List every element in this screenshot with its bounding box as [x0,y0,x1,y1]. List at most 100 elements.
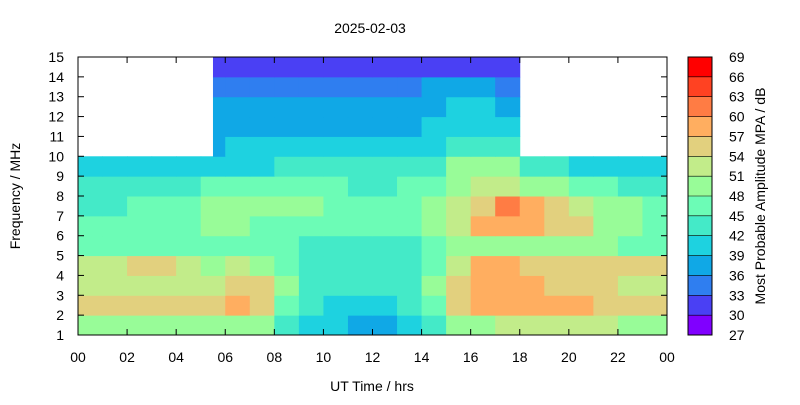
heatmap-cell [470,136,496,157]
heatmap-cell [151,156,177,177]
heatmap-cell [78,275,104,296]
y-axis-label: Frequency / MHz [7,143,23,250]
heatmap-cell [323,176,349,197]
heatmap-cell [347,275,373,296]
heatmap-cell [397,156,423,177]
x-axis-label: UT Time / hrs [330,378,414,394]
heatmap-cell [298,156,324,177]
heatmap-cell [102,176,128,197]
x-tick-label: 10 [316,349,332,365]
heatmap-cell [274,176,300,197]
heatmap-cell [593,315,619,336]
heatmap-cell [176,156,202,177]
heatmap-cell [200,196,226,217]
colorbar-band [688,76,712,98]
heatmap-cell [495,136,521,157]
heatmap-cell [249,136,275,157]
colorbar-band [688,196,712,217]
heatmap-cell [568,315,594,336]
heatmap-cell [298,235,324,257]
heatmap-cell [274,57,300,78]
heatmap-cell [78,215,104,237]
x-tick-label: 04 [168,349,184,365]
heatmap-cell [470,235,496,257]
heatmap-cell [617,235,643,257]
colorbar-band [688,176,712,197]
heatmap-cell [151,275,177,296]
heatmap-cell [372,215,398,237]
heatmap-cell [176,315,202,336]
colorbar-tick-label: 33 [729,287,745,303]
heatmap-cell [151,235,177,257]
heatmap-cell [249,176,275,197]
heatmap-cell [176,255,202,276]
x-tick-label: 06 [217,349,233,365]
heatmap-cell [274,76,300,98]
heatmap-cell [617,215,643,237]
heatmap-cell [225,136,251,157]
heatmap-cell [102,235,128,257]
heatmap-cell [225,57,251,78]
heatmap-cell [593,215,619,237]
colorbar-band [688,136,712,157]
heatmap-cell [274,136,300,157]
heatmap-cell [347,76,373,98]
heatmap-cell [298,275,324,296]
heatmap-cell [151,176,177,197]
heatmap-cell [544,215,570,237]
x-tick-label: 20 [561,349,577,365]
heatmap-cell [421,315,447,336]
heatmap-cell [446,295,472,316]
heatmap-cell [372,235,398,257]
heatmap-cell [176,215,202,237]
heatmap-cell [151,295,177,316]
heatmap-cell [568,295,594,316]
colorbar-ticks: 27 30 33 36 39 42 45 48 51 54 57 60 63 66 69 [688,49,745,343]
x-tick-label: 12 [365,349,381,365]
heatmap-cell [225,215,251,237]
heatmap-cell [347,196,373,217]
heatmap-cell [323,215,349,237]
heatmap-cell [274,156,300,177]
heatmap-cell [200,235,226,257]
heatmap-cell [298,76,324,98]
heatmap-cell [323,136,349,157]
heatmap-cell [249,96,275,118]
heatmap-cell [225,196,251,217]
heatmap-cell [593,235,619,257]
heatmap-cell [78,295,104,316]
heatmap-cell [593,156,619,177]
heatmap-cell [200,156,226,177]
heatmap-cell [421,156,447,177]
heatmap-cell [446,315,472,336]
colorbar-tick-label: 60 [729,109,745,125]
heatmap-cell [225,156,251,177]
heatmap-cell [323,76,349,98]
colorbar-tick-label: 30 [729,307,745,323]
heatmap-cell [642,315,668,336]
heatmap-cell [225,295,251,316]
heatmap-cell [397,57,423,78]
heatmap-cell [274,215,300,237]
heatmap-cell [298,136,324,157]
heatmap-cell [249,315,275,336]
heatmap-cell [323,275,349,296]
heatmap-cell [617,176,643,197]
heatmap-cell [495,156,521,177]
heatmap-cell [347,235,373,257]
colorbar-tick-label: 39 [729,248,745,264]
heatmap-cell [78,196,104,217]
heatmap-cell [568,275,594,296]
heatmap-cell [421,136,447,157]
heatmap-cell [298,176,324,197]
heatmap-cell [298,295,324,316]
heatmap-cell [544,196,570,217]
heatmap-cell [200,275,226,296]
heatmap-cell [274,116,300,137]
x-tick-label: 00 [70,349,86,365]
heatmap-cell [127,176,153,197]
heatmap-cell [127,255,153,276]
y-tick-label: 13 [48,89,64,105]
heatmap-cell [372,196,398,217]
heatmap-cell [495,255,521,276]
